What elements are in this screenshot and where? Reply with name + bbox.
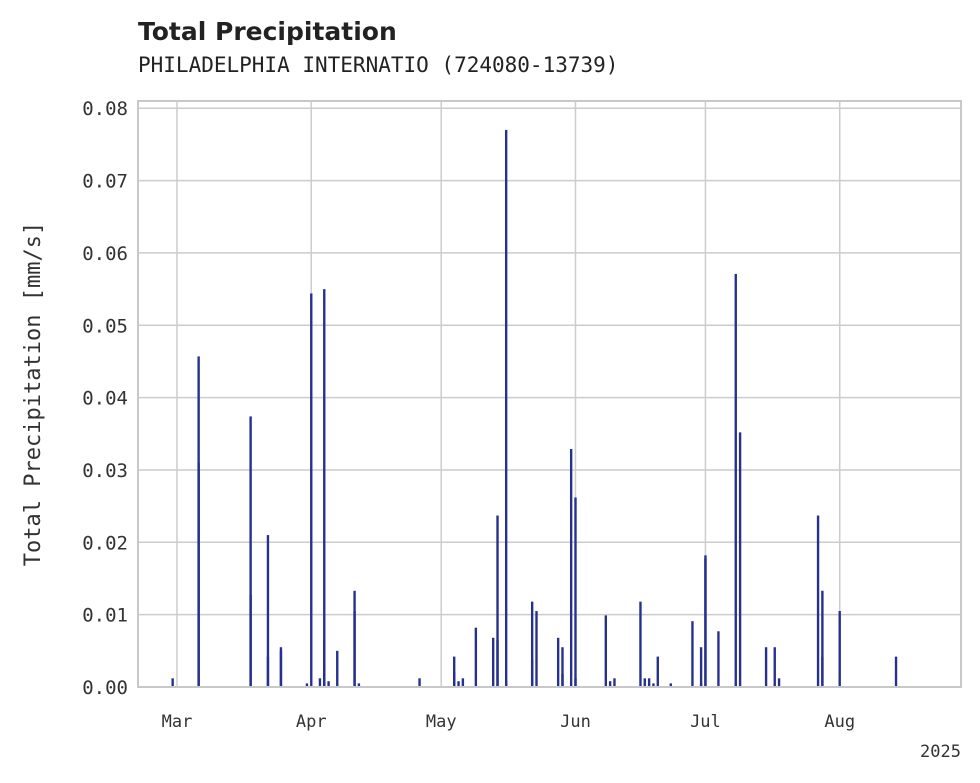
precip-bar bbox=[613, 678, 616, 687]
precip-bar bbox=[171, 678, 174, 687]
precip-bar bbox=[574, 678, 577, 687]
y-axis-ticks: 0.00 0.01 0.02 0.03 0.04 0.05 0.06 0.07 0.08 bbox=[82, 98, 128, 699]
precip-bar bbox=[530, 601, 534, 687]
precip-bar bbox=[704, 555, 707, 687]
precip-bar bbox=[197, 356, 200, 687]
x-tick-label: Aug bbox=[824, 712, 855, 732]
x-axis-ticks: Mar Apr May Jun Jul Aug bbox=[162, 712, 855, 732]
y-tick-label: 0.04 bbox=[82, 388, 128, 410]
precip-bar bbox=[492, 637, 495, 687]
precip-bar bbox=[249, 595, 252, 687]
precip-bar bbox=[838, 611, 841, 687]
precip-bar bbox=[574, 497, 577, 687]
x-tick-label: May bbox=[426, 712, 457, 732]
plot-area-frame bbox=[137, 100, 962, 688]
precip-bar bbox=[453, 672, 456, 687]
precip-bar bbox=[318, 678, 322, 687]
precip-bar bbox=[535, 611, 538, 687]
y-axis-label: Total Precipitation [mm/s] bbox=[21, 222, 46, 566]
precip-bar bbox=[504, 129, 508, 687]
precip-bar bbox=[643, 678, 646, 687]
precip-bar bbox=[561, 673, 564, 687]
precip-bar bbox=[461, 678, 465, 687]
precip-bar bbox=[764, 647, 768, 687]
precip-bar bbox=[699, 647, 703, 687]
precip-bar bbox=[773, 647, 776, 687]
x-tick-label: Jun bbox=[560, 712, 591, 732]
precip-bar bbox=[777, 678, 781, 687]
precip-bar bbox=[569, 448, 573, 687]
precip-bar bbox=[816, 515, 820, 687]
precip-bar bbox=[353, 590, 356, 687]
precip-bar bbox=[656, 656, 659, 687]
precip-bar bbox=[821, 590, 824, 687]
x-tick-label: Apr bbox=[296, 712, 327, 732]
x-tick-label: Jul bbox=[690, 712, 721, 732]
precip-bar bbox=[738, 432, 742, 687]
precip-bar bbox=[639, 601, 642, 687]
x-tick-label: Mar bbox=[162, 712, 193, 732]
precip-bar bbox=[357, 683, 361, 687]
precip-bar bbox=[530, 659, 534, 687]
precip-bar bbox=[496, 515, 499, 687]
precip-bar bbox=[561, 647, 564, 687]
precip-bar bbox=[504, 681, 508, 687]
precip-bar bbox=[556, 637, 560, 687]
precip-bar bbox=[323, 289, 326, 687]
precip-bar bbox=[734, 273, 737, 687]
precip-bar bbox=[821, 656, 824, 687]
x-axis-year-label: 2025 bbox=[920, 742, 961, 762]
precip-bar bbox=[453, 656, 456, 687]
chart-subtitle: PHILADELPHIA INTERNATIO (724080-13739) bbox=[138, 53, 618, 77]
precip-bar bbox=[652, 683, 655, 687]
y-tick-label: 0.02 bbox=[82, 532, 128, 554]
precip-bar bbox=[669, 683, 672, 687]
precip-bar bbox=[279, 650, 283, 687]
y-tick-label: 0.00 bbox=[82, 677, 128, 699]
precip-bar bbox=[418, 678, 421, 687]
y-tick-label: 0.03 bbox=[82, 460, 128, 482]
precip-bar bbox=[608, 681, 612, 687]
precip-bar bbox=[474, 627, 478, 687]
precip-bar bbox=[327, 681, 330, 687]
y-tick-label: 0.01 bbox=[82, 605, 128, 627]
precip-bar bbox=[647, 678, 651, 687]
y-tick-label: 0.08 bbox=[82, 98, 128, 120]
chart-title: Total Precipitation bbox=[138, 17, 397, 46]
grid-lines bbox=[138, 101, 961, 688]
precipitation-bars bbox=[171, 129, 898, 687]
precip-bar bbox=[717, 631, 720, 687]
precip-bar bbox=[604, 615, 607, 687]
precip-bar bbox=[457, 681, 460, 687]
precip-bar bbox=[691, 621, 694, 687]
precip-bar bbox=[249, 416, 252, 687]
precip-bar bbox=[336, 650, 339, 687]
precip-bar bbox=[266, 656, 270, 687]
precip-bar bbox=[323, 639, 326, 687]
y-tick-label: 0.05 bbox=[82, 315, 128, 337]
precip-bar bbox=[266, 535, 270, 687]
precip-bar bbox=[496, 639, 499, 687]
precip-bar bbox=[310, 293, 313, 687]
precip-bar bbox=[305, 683, 309, 687]
y-tick-label: 0.06 bbox=[82, 243, 128, 265]
y-tick-label: 0.07 bbox=[82, 171, 128, 193]
precip-bar bbox=[894, 656, 898, 687]
